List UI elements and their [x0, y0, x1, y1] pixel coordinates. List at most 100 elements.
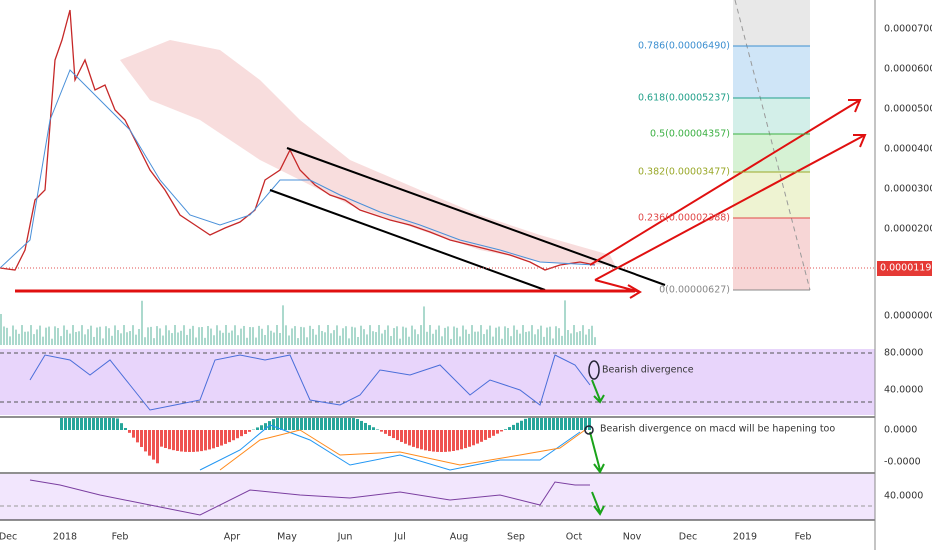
- volume-bar: [363, 329, 365, 345]
- volume-bar: [63, 325, 65, 345]
- macd-bar: [440, 430, 443, 452]
- volume-bar: [210, 328, 212, 345]
- macd-bar: [420, 430, 423, 450]
- time-tick-label: Aug: [450, 532, 469, 543]
- volume-bar: [357, 337, 359, 345]
- macd-bar: [468, 430, 471, 447]
- macd-bar: [144, 430, 147, 452]
- macd-bar: [288, 418, 291, 430]
- time-tick-label: Feb: [795, 532, 812, 543]
- volume-bar: [369, 325, 371, 345]
- macd-bar: [60, 418, 63, 430]
- volume-bar: [69, 333, 71, 345]
- volume-bar: [180, 330, 182, 345]
- macd-bar: [548, 418, 551, 430]
- fib-label: 0.236(0.00002388): [638, 213, 730, 224]
- volume-bar: [378, 325, 380, 345]
- volume-bar: [207, 325, 209, 345]
- macd-bar: [432, 430, 435, 452]
- macd-bar: [472, 430, 475, 446]
- volume-bar: [48, 326, 50, 345]
- volume-bar: [564, 300, 566, 345]
- volume-bar: [381, 333, 383, 345]
- volume-bar: [372, 331, 374, 345]
- volume-bar: [204, 337, 206, 345]
- macd-bar: [348, 418, 351, 430]
- volume-bar: [543, 336, 545, 345]
- volume-bar: [153, 338, 155, 345]
- macd-bar: [504, 429, 507, 430]
- volume-bar: [186, 334, 188, 345]
- time-tick-label: Jun: [337, 532, 353, 543]
- volume-bar: [15, 329, 17, 345]
- macd-bar: [240, 430, 243, 437]
- volume-bar: [72, 325, 74, 345]
- volume-bar: [75, 331, 77, 345]
- green-arrows: [589, 379, 605, 516]
- volume-bar: [408, 336, 410, 345]
- volume-bar: [360, 325, 362, 345]
- volume-bar: [129, 331, 131, 345]
- volume-bar: [411, 325, 413, 345]
- volume-bar: [246, 337, 248, 345]
- macd-bar: [284, 418, 287, 430]
- volume-bar: [375, 332, 377, 345]
- macd-bar: [532, 418, 535, 430]
- macd-bar: [412, 430, 415, 447]
- volume-bar: [216, 325, 218, 345]
- volume-bar: [39, 325, 41, 345]
- macd-bar: [380, 430, 383, 432]
- volume-bar: [21, 325, 23, 345]
- macd-bar: [492, 430, 495, 436]
- macd-hist: [60, 418, 591, 464]
- macd-bar: [460, 430, 463, 450]
- volume-bar: [522, 325, 524, 345]
- volume-bar: [45, 327, 47, 345]
- time-tick-label: Dec: [679, 532, 697, 543]
- volume-bar: [3, 326, 5, 345]
- volume-bar: [240, 328, 242, 345]
- volume-bar: [486, 329, 488, 345]
- macd-bar: [136, 430, 139, 443]
- macd-bar: [124, 427, 127, 430]
- macd-bar: [188, 430, 191, 452]
- volume-bar: [333, 330, 335, 345]
- volume-bar: [471, 325, 473, 345]
- macd-bar: [500, 430, 503, 432]
- price-tick-label: 0.00004000: [884, 144, 932, 155]
- macd-bar: [584, 418, 587, 430]
- time-tick-label: Sep: [507, 532, 525, 543]
- volume-bar: [555, 326, 557, 345]
- volume-bar: [474, 331, 476, 345]
- time-tick-label: Nov: [623, 532, 642, 543]
- volume-bar: [249, 327, 251, 345]
- macd-bar: [416, 430, 419, 449]
- volume-bar: [546, 327, 548, 345]
- volume-bar: [6, 327, 8, 345]
- volume-bar: [345, 326, 347, 345]
- volume-bar: [189, 328, 191, 345]
- macd-bar: [356, 418, 359, 430]
- macd-bar: [80, 418, 83, 430]
- macd-bar: [424, 430, 427, 451]
- volume-bar: [396, 326, 398, 345]
- volume-bar: [453, 326, 455, 345]
- volume-bar: [573, 325, 575, 345]
- volume-bar: [405, 327, 407, 345]
- macd-bar: [68, 418, 71, 430]
- macd-tick-label: 0.0000: [884, 425, 917, 436]
- volume-bar: [81, 325, 83, 345]
- volume-bar: [42, 336, 44, 345]
- volume-bar: [309, 325, 311, 345]
- volume-bar: [477, 331, 479, 345]
- macd-bar: [476, 430, 479, 444]
- macd-bar: [428, 430, 431, 452]
- volume-bar: [12, 325, 14, 345]
- fib-label: 0.5(0.00004357): [650, 129, 730, 140]
- macd-bar: [552, 418, 555, 430]
- fib-label: 0.786(0.00006490): [638, 41, 730, 52]
- macd-bar: [232, 430, 235, 441]
- macd-bar: [244, 430, 247, 435]
- macd-bar: [444, 430, 447, 452]
- rsi-tick-label: 40.0000: [884, 491, 923, 502]
